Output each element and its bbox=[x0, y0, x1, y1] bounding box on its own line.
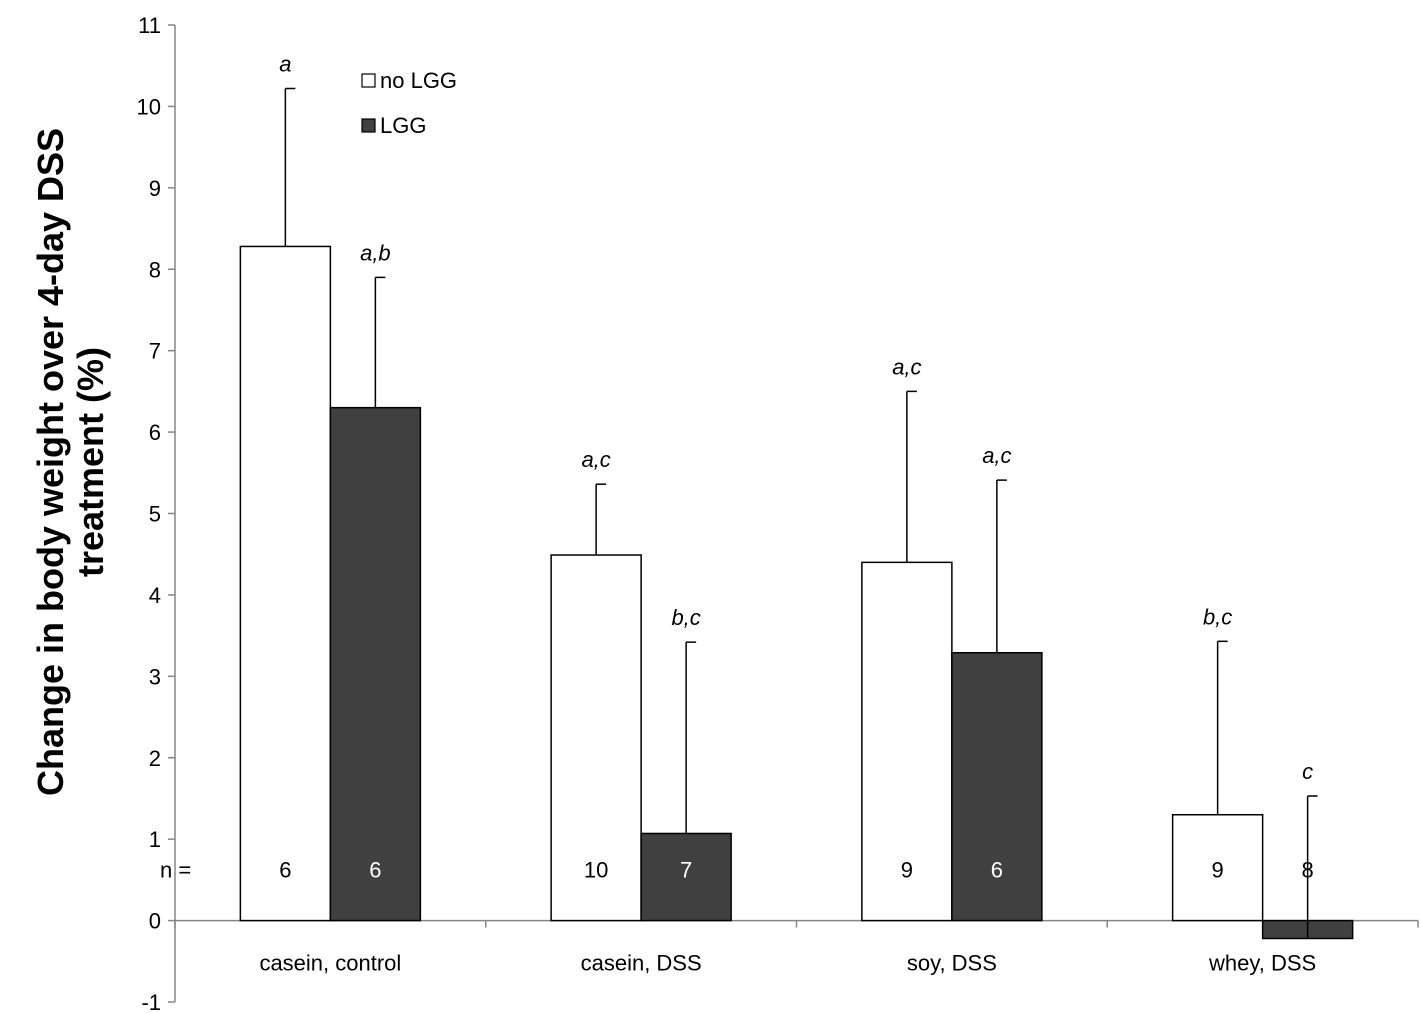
y-axis: -1 0 1 2 3 4 5 6 7 8 9 10 11 bbox=[137, 13, 176, 1013]
y-tick-label: 8 bbox=[149, 257, 161, 282]
n-count-label: 10 bbox=[584, 857, 608, 882]
y-tick-label: 6 bbox=[149, 420, 161, 445]
bars bbox=[239, 245, 1354, 940]
bar-no-lgg bbox=[239, 245, 332, 922]
y-tick-label: -1 bbox=[141, 990, 161, 1013]
y-axis-label-line-2: treatment (%) bbox=[70, 347, 111, 577]
significance-label: b,c bbox=[671, 605, 700, 630]
significance-label: a,b bbox=[360, 240, 391, 265]
legend-swatch-no-lgg bbox=[361, 73, 376, 88]
y-axis-label-line-1: Change in body weight over 4-day DSS bbox=[30, 128, 71, 796]
significance-label: a bbox=[279, 52, 291, 77]
y-tick-label: 5 bbox=[149, 502, 161, 527]
x-category-label: casein, DSS bbox=[581, 951, 702, 976]
y-tick-label: 7 bbox=[149, 339, 161, 364]
n-count-label: 9 bbox=[1212, 857, 1224, 882]
x-axis: casein, control casein, DSS soy, DSS whey, … bbox=[174, 919, 1419, 976]
n-count-label: 6 bbox=[991, 857, 1003, 882]
legend: no LGG LGG bbox=[361, 68, 457, 138]
y-tick-label: 10 bbox=[137, 94, 161, 119]
bar-lgg bbox=[329, 406, 422, 922]
y-tick-label: 9 bbox=[149, 176, 161, 201]
n-count-label: 6 bbox=[369, 857, 381, 882]
significance-label: a,c bbox=[892, 354, 921, 379]
error-bars bbox=[284, 87, 1318, 939]
x-category-label: soy, DSS bbox=[907, 951, 997, 976]
significance-label: a,c bbox=[982, 443, 1011, 468]
n-count-label: 7 bbox=[680, 857, 692, 882]
x-category-label: casein, control bbox=[259, 951, 401, 976]
y-tick-label: 0 bbox=[149, 909, 161, 934]
bar-lgg bbox=[640, 832, 732, 922]
data-labels: n = a 6 a,b 6 a,c 10 b,c 7 a,c 9 a,c 6 b,c 9 c 8 bbox=[160, 52, 1314, 883]
x-category-label: whey, DSS bbox=[1208, 951, 1316, 976]
significance-label: a,c bbox=[581, 447, 610, 472]
bar-no-lgg bbox=[861, 561, 953, 922]
bar-lgg bbox=[951, 651, 1043, 922]
n-count-label: 9 bbox=[901, 857, 913, 882]
y-tick-label: 4 bbox=[149, 583, 161, 608]
legend-label: no LGG bbox=[380, 68, 457, 93]
y-tick-label: 3 bbox=[149, 664, 161, 689]
n-prefix-label: n = bbox=[160, 857, 191, 882]
n-count-label: 8 bbox=[1302, 857, 1314, 882]
legend-swatch-lgg bbox=[361, 118, 376, 133]
legend-label: LGG bbox=[380, 113, 426, 138]
y-tick-label: 2 bbox=[149, 746, 161, 771]
y-tick-label: 1 bbox=[149, 827, 161, 852]
y-tick-label: 11 bbox=[138, 13, 161, 38]
y-axis-label: Change in body weight over 4-day DSS tre… bbox=[30, 128, 111, 796]
n-count-label: 6 bbox=[279, 857, 291, 882]
significance-label: b,c bbox=[1203, 604, 1232, 629]
significance-label: c bbox=[1302, 759, 1313, 784]
